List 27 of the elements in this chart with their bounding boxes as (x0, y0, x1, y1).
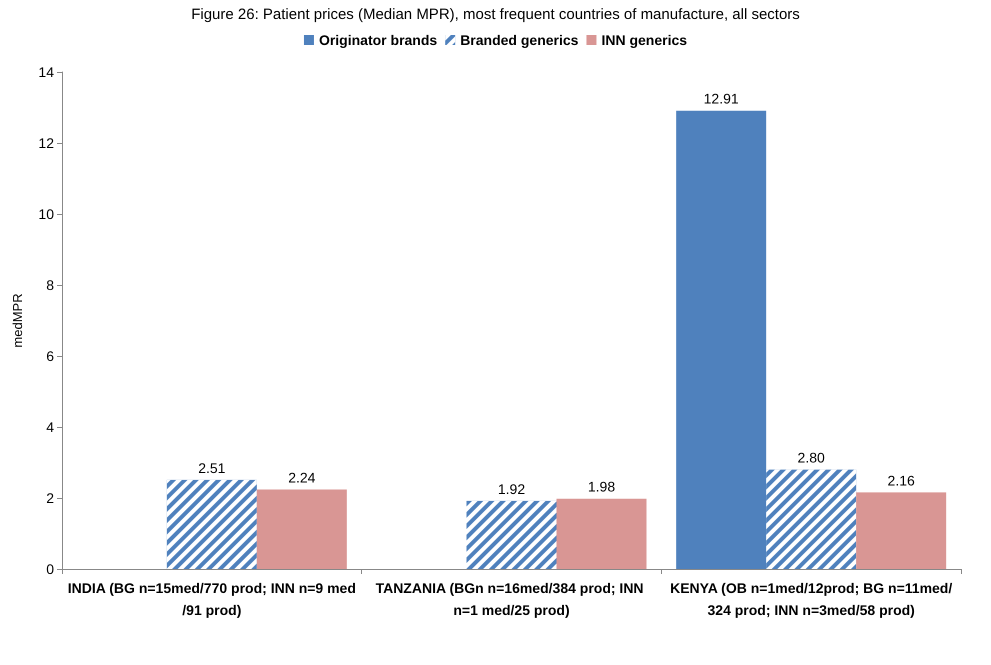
y-tick-label: 6 (46, 348, 54, 364)
bar (856, 492, 946, 569)
data-label: 2.51 (198, 460, 226, 476)
y-axis-title: medMPR (10, 293, 25, 348)
x-tick-label: INDIA (BG n=15med/770 prod; INN n=9 med/91 prod) (68, 580, 356, 618)
data-label: 12.91 (704, 90, 739, 107)
y-tick-label: 14 (38, 64, 54, 80)
y-tick-label: 4 (46, 419, 54, 435)
legend-label: INN generics (601, 32, 688, 48)
y-tick-label: 12 (38, 135, 54, 151)
chart-title: Figure 26: Patient prices (Median MPR), most frequent countries of manufacture, all sectors (191, 6, 800, 23)
x-tick-label: TANZANIA (BGn n=16med/384 prod; INN n=1 med/25 prod) (376, 580, 648, 618)
y-tick-label: 0 (46, 561, 54, 577)
bar (256, 489, 347, 569)
data-label: 1.98 (588, 478, 616, 495)
x-tick-label: KENYA (OB n=1med/12prod; BG n=11med/324 prod; INN n=3med/58 prod) (670, 580, 952, 618)
data-label: 2.24 (288, 469, 316, 486)
y-tick-label: 8 (46, 277, 54, 293)
legend-label: Branded generics (460, 32, 579, 48)
data-label: 2.16 (888, 472, 916, 488)
legend-label: Originator brands (318, 32, 438, 48)
y-tick-label: 10 (38, 206, 54, 222)
bar (556, 498, 646, 569)
bar (676, 110, 766, 569)
data-label: 2.80 (798, 450, 826, 466)
y-tick-label: 2 (46, 490, 54, 506)
data-label: 1.92 (498, 480, 526, 497)
